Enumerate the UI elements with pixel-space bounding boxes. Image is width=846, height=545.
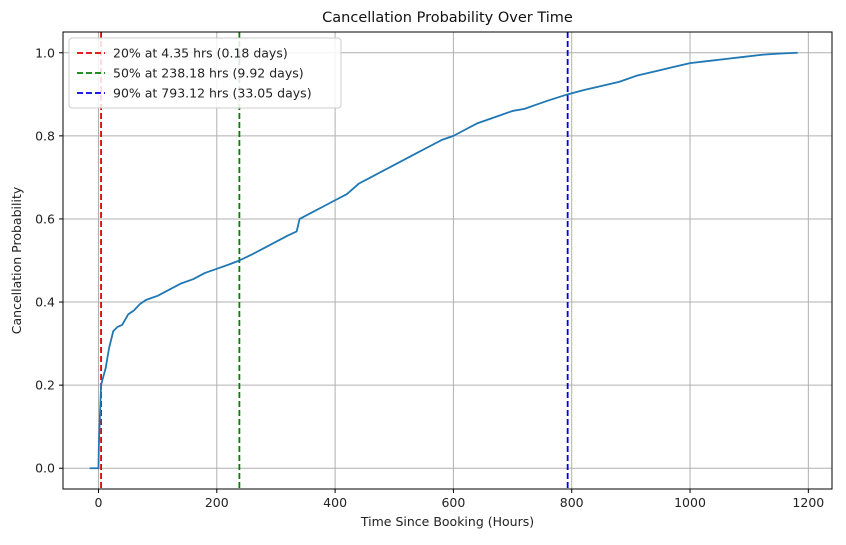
y-axis-ticks: 0.0 0.2 0.4 0.6 0.8 1.0: [35, 45, 63, 476]
x-tick-label: 200: [205, 495, 229, 510]
y-tick-label: 0.4: [35, 295, 55, 310]
x-tick-label: 800: [560, 495, 584, 510]
x-tick-label: 0: [95, 495, 103, 510]
y-tick-label: 0.8: [35, 128, 55, 143]
series-line: [89, 51, 798, 470]
x-tick-label: 1200: [792, 495, 824, 510]
x-tick-label: 600: [441, 495, 465, 510]
grid: [63, 32, 832, 489]
y-axis-label: Cancellation Probability: [9, 186, 24, 334]
x-tick-label: 1000: [674, 495, 706, 510]
legend-label: 20% at 4.35 hrs (0.18 days): [113, 46, 288, 61]
x-axis-label: Time Since Booking (Hours): [360, 514, 534, 529]
legend-label: 90% at 793.12 hrs (33.05 days): [113, 86, 312, 101]
y-tick-label: 0.0: [35, 461, 55, 476]
y-tick-label: 0.6: [35, 211, 55, 226]
legend: 20% at 4.35 hrs (0.18 days) 50% at 238.18…: [68, 37, 342, 109]
legend-box: [68, 37, 342, 109]
x-tick-label: 400: [323, 495, 347, 510]
series-layer: [89, 51, 798, 470]
plot-frame: [62, 31, 833, 490]
legend-label: 50% at 238.18 hrs (9.92 days): [113, 66, 304, 81]
y-tick-label: 0.2: [35, 378, 55, 393]
chart-title: Cancellation Probability Over Time: [322, 10, 573, 26]
x-axis-ticks: 0 200 400 600 800 1000 1200: [95, 489, 824, 510]
y-tick-label: 1.0: [35, 45, 55, 60]
